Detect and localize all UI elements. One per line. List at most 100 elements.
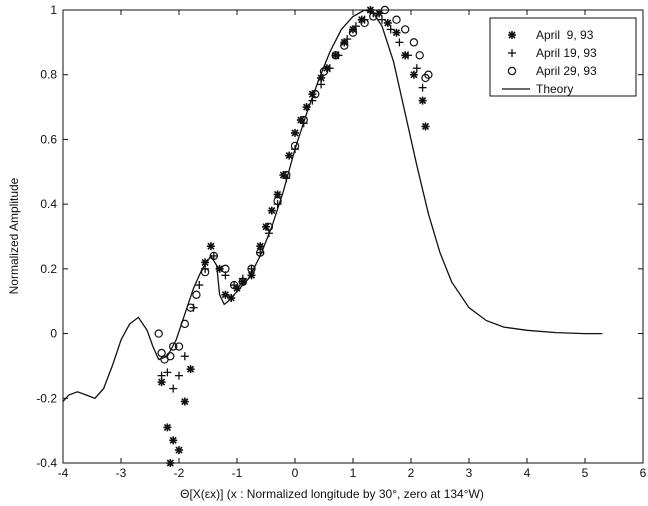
asterisk-point-stroke <box>268 207 276 215</box>
x-tick-label: 3 <box>466 466 473 480</box>
y-tick-label: 0.4 <box>40 197 57 211</box>
legend-asterisk-marker <box>508 31 516 39</box>
y-axis-label: Normalized Amplitude <box>7 177 21 294</box>
plus-point <box>404 51 413 60</box>
asterisk-point-stroke <box>285 152 293 160</box>
x-tick-label: -3 <box>116 466 127 480</box>
circle-point <box>192 290 201 299</box>
y-tick-label: -0.4 <box>36 456 57 470</box>
x-tick-label: 0 <box>292 466 299 480</box>
x-tick-label: -4 <box>58 466 69 480</box>
y-tick-label: 1 <box>50 3 57 17</box>
asterisk-point-stroke <box>187 365 195 373</box>
asterisk-point <box>157 378 166 387</box>
asterisk-point <box>256 242 265 251</box>
circle-point <box>360 18 369 28</box>
y-tick-label: 0.8 <box>40 68 57 82</box>
asterisk-point <box>409 70 418 79</box>
x-tick-label: 2 <box>408 466 415 480</box>
asterisk-point-stroke <box>166 459 174 467</box>
legend-label-april-19: April 19, 93 <box>536 46 597 60</box>
asterisk-point-stroke <box>233 284 241 292</box>
plus-point <box>378 15 386 24</box>
plus-point <box>343 35 352 44</box>
plus-point <box>325 64 334 73</box>
y-tick-label: 0 <box>50 327 57 341</box>
circle-point <box>424 70 433 79</box>
asterisk-point-stroke <box>175 446 183 454</box>
asterisk-point <box>392 28 401 37</box>
circle-point <box>273 196 282 206</box>
asterisk-point-stroke <box>207 242 215 250</box>
x-tick-label: 5 <box>582 466 589 480</box>
x-tick-label: -1 <box>232 466 243 480</box>
asterisk-point <box>166 459 175 467</box>
legend-asterisk-marker-stroke <box>508 31 516 39</box>
circle-point <box>331 51 340 60</box>
asterisk-point-stroke <box>181 397 189 406</box>
april-9-series <box>157 6 430 467</box>
asterisk-point <box>186 365 195 374</box>
asterisk-point <box>421 122 430 131</box>
asterisk-point <box>175 446 183 455</box>
circle-point <box>409 38 419 47</box>
plus-point <box>395 38 404 47</box>
circle-point <box>415 51 424 60</box>
circle-point <box>348 28 358 37</box>
asterisk-point <box>206 242 215 251</box>
legend-circle-marker <box>507 66 517 76</box>
circle-point <box>264 222 274 231</box>
asterisk-point-stroke <box>163 423 171 431</box>
asterisk-point-stroke <box>158 378 166 386</box>
x-tick-label: 1 <box>350 466 357 480</box>
asterisk-point <box>169 436 178 445</box>
asterisk-point-stroke <box>262 223 270 231</box>
asterisk-point <box>267 206 276 215</box>
series-layer <box>62 5 603 467</box>
circle-point <box>229 280 239 290</box>
circle-point <box>221 264 230 274</box>
circle-point <box>154 329 163 338</box>
asterisk-point-stroke <box>221 291 229 299</box>
y-tick-label: -0.2 <box>36 391 57 405</box>
asterisk-point <box>180 397 189 406</box>
legend-plus-marker <box>508 49 516 57</box>
asterisk-point-stroke <box>291 129 299 137</box>
asterisk-point <box>163 423 172 432</box>
x-tick-label: -2 <box>174 466 185 480</box>
legend-label-april-9: April 9, 93 <box>536 28 594 42</box>
circle-point <box>200 267 210 277</box>
asterisk-point-stroke <box>201 258 209 266</box>
plus-point <box>163 368 172 377</box>
asterisk-point <box>291 128 299 137</box>
asterisk-point-stroke <box>410 71 418 79</box>
circle-point <box>174 342 184 351</box>
legend: April 9, 93 April 19, 93 April 29, 93 Th… <box>489 17 637 97</box>
asterisk-point-stroke <box>274 190 282 199</box>
x-tick-label: 4 <box>524 466 531 480</box>
theory-series <box>62 9 603 402</box>
plus-point <box>157 371 166 380</box>
y-axis-ticks: -0.4 -0.2 0 0.2 0.4 0.6 0.8 1 <box>36 3 643 470</box>
plus-point <box>230 281 239 290</box>
theory-curve <box>62 9 603 402</box>
asterisk-point-stroke <box>421 122 430 131</box>
plus-point <box>175 371 183 380</box>
circle-point <box>168 342 178 351</box>
plus-point <box>317 80 326 89</box>
plus-point <box>386 25 395 34</box>
plus-point <box>412 64 421 73</box>
asterisk-point-stroke <box>169 436 177 444</box>
y-tick-label: 0.6 <box>40 132 57 146</box>
circle-point <box>380 5 390 15</box>
legend-box <box>489 17 637 97</box>
asterisk-point-stroke <box>392 29 401 37</box>
legend-markers <box>502 31 530 90</box>
plus-point <box>169 384 178 393</box>
asterisk-point-stroke <box>384 19 392 27</box>
y-tick-label: 0.2 <box>40 262 57 276</box>
asterisk-point <box>221 290 230 299</box>
april-19-series <box>157 9 427 393</box>
plus-point <box>418 83 427 92</box>
